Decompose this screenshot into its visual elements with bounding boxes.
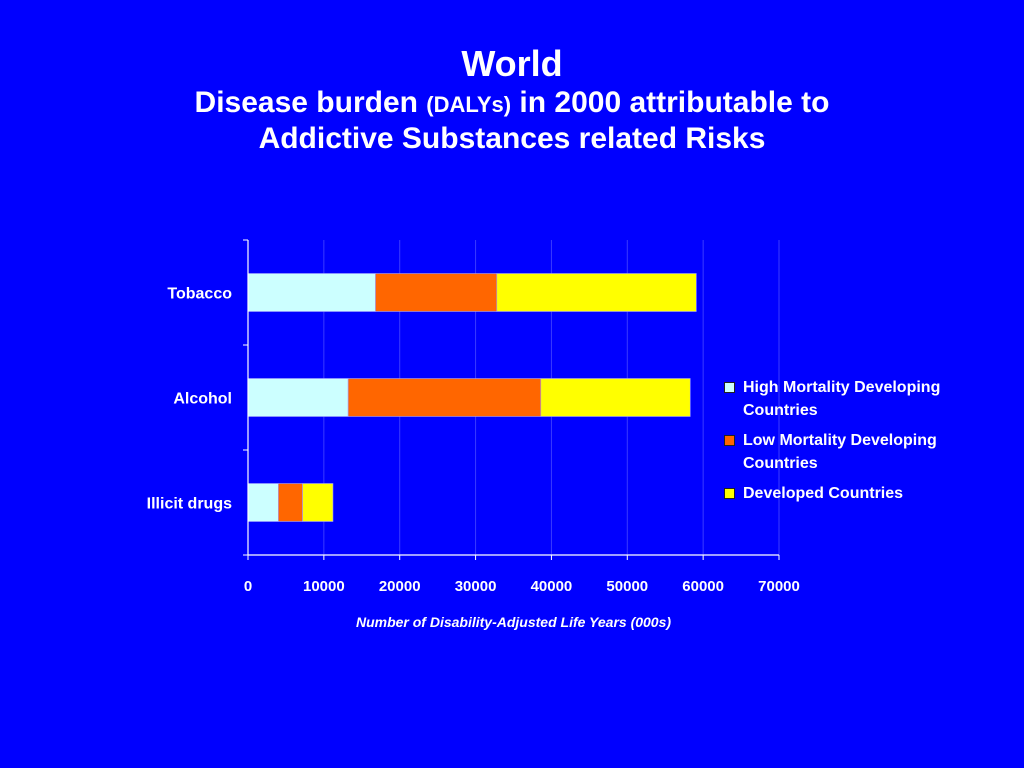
x-tick-label: 60000: [682, 578, 724, 595]
x-tick-label: 30000: [455, 578, 497, 595]
bar-segment: [540, 378, 691, 417]
axis-labels: 0 10000 20000 30000 40000 50000 60000 70000 Toba…: [147, 286, 800, 596]
x-tick-label: 10000: [303, 578, 345, 595]
category-label: Alcohol: [173, 391, 232, 408]
category-label: Tobacco: [167, 286, 232, 303]
title-world: World: [461, 43, 563, 84]
title-dalys: (DALYs): [426, 92, 512, 118]
x-tick-label: 50000: [606, 578, 648, 595]
bar-segment: [278, 483, 303, 522]
legend-label: High Mortality Developing Countries: [743, 379, 941, 419]
title-subtitle-line1: Disease burden (DALYs) in 2000 attributa…: [0, 85, 1024, 121]
bars: [247, 273, 697, 522]
title-year-text: in 2000 attributable to: [511, 86, 830, 120]
bar-segment: [247, 378, 349, 417]
x-tick-label: 40000: [531, 578, 573, 595]
x-axis-title: Number of Disability-Adjusted Life Years…: [356, 614, 671, 630]
bar-segment: [496, 273, 697, 312]
bar-segment: [302, 483, 334, 522]
bar-segment: [247, 483, 279, 522]
chart-title: World Disease burden (DALYs) in 2000 att…: [0, 42, 1024, 157]
legend: High Mortality Developing Countries Low M…: [724, 376, 1014, 512]
bar-segment: [375, 273, 498, 312]
legend-swatch: [724, 382, 735, 393]
legend-label: Developed Countries: [743, 485, 904, 502]
legend-swatch: [724, 435, 735, 446]
legend-swatch: [724, 488, 735, 499]
title-disease-burden: Disease burden: [194, 86, 427, 120]
legend-label: Low Mortality Developing Countries: [743, 432, 937, 472]
legend-item: Developed Countries: [724, 482, 1014, 505]
x-tick-label: 0: [244, 578, 252, 595]
x-tick-label: 70000: [758, 578, 800, 595]
legend-item: Low Mortality Developing Countries: [724, 429, 1014, 475]
bar-segment: [347, 378, 542, 417]
bar-segment: [247, 273, 376, 312]
x-tick-label: 20000: [379, 578, 421, 595]
axes: [243, 239, 780, 560]
title-subtitle-line2: Addictive Substances related Risks: [258, 122, 766, 156]
legend-item: High Mortality Developing Countries: [724, 376, 1014, 422]
category-label: Illicit drugs: [147, 496, 232, 513]
